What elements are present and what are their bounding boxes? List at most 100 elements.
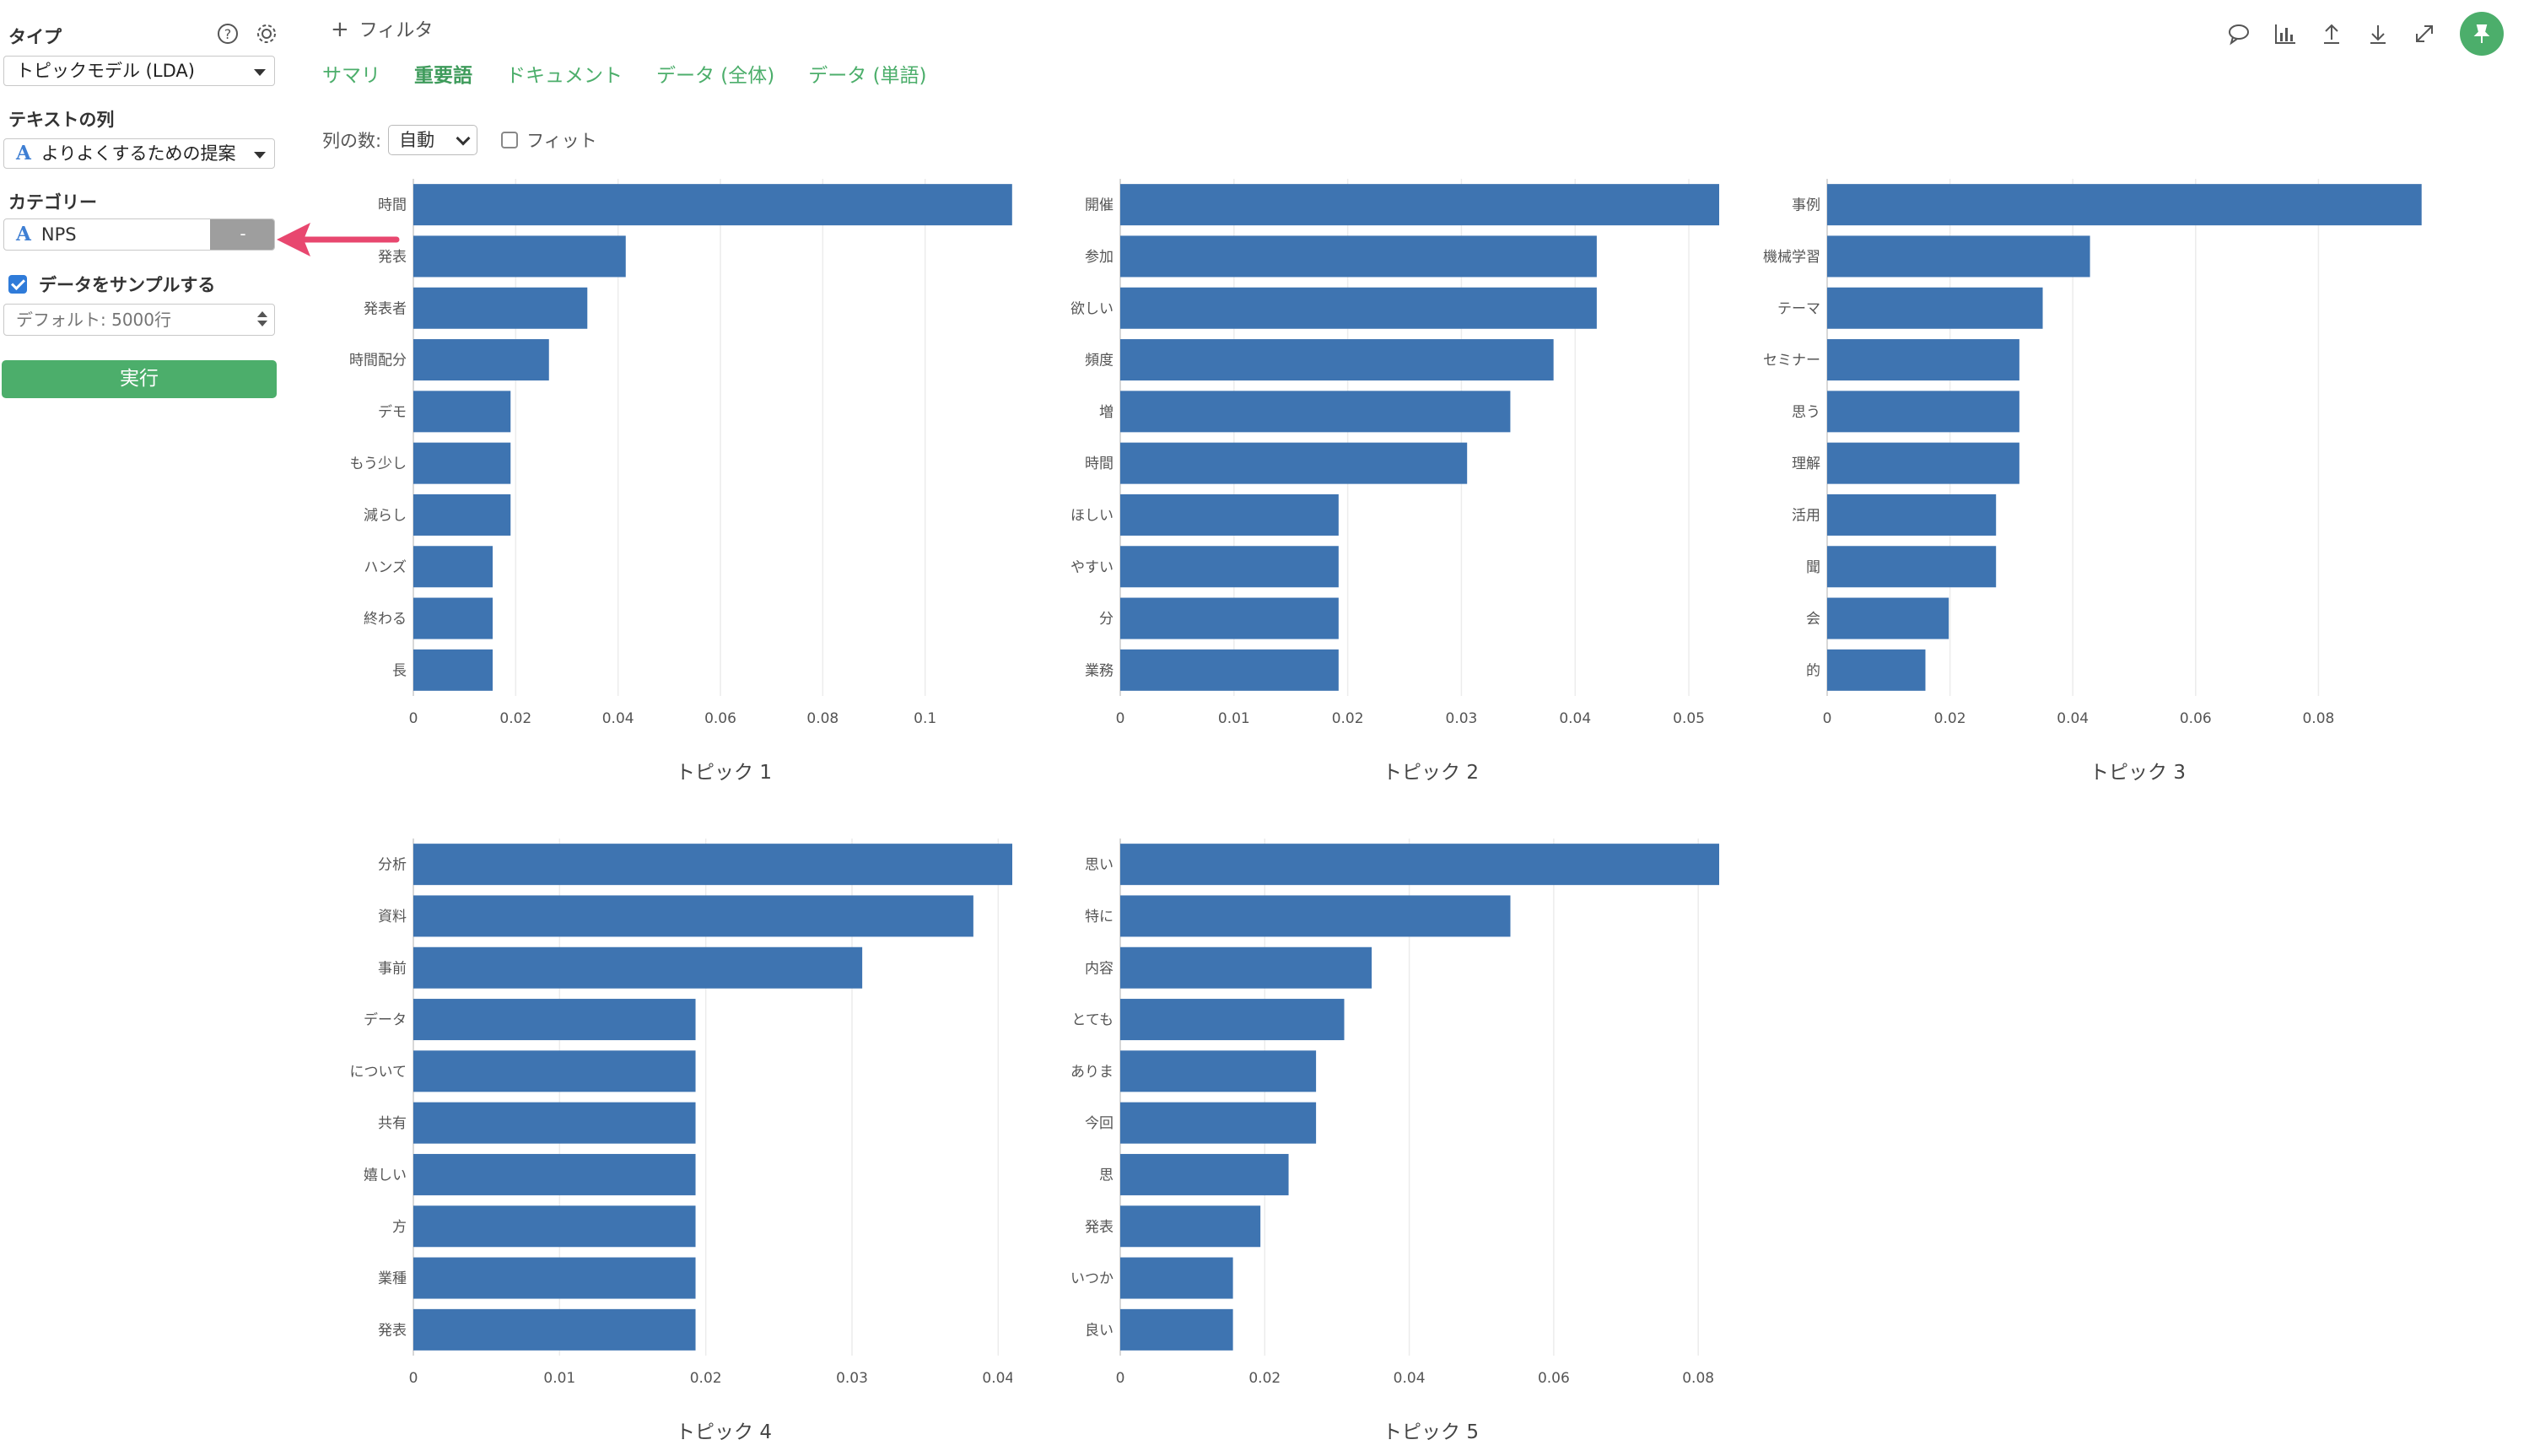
bar[interactable] (1120, 1102, 1317, 1144)
tab-data-all[interactable]: データ (全体) (656, 65, 775, 87)
category-label: ありま (1070, 1064, 1114, 1081)
bar[interactable] (413, 1153, 696, 1195)
bar[interactable] (1120, 946, 1372, 989)
text-type-icon: A (16, 142, 31, 164)
expand-icon[interactable] (2409, 19, 2440, 49)
comment-icon[interactable] (2224, 19, 2254, 49)
chart-title: トピック 4 (676, 1421, 772, 1443)
plus-icon: + (331, 17, 349, 42)
bar[interactable] (1827, 493, 1997, 536)
chart-title: トピック 3 (2090, 762, 2186, 784)
x-tick-label: 0.04 (602, 710, 634, 727)
bar[interactable] (1120, 391, 1511, 433)
bar[interactable] (1120, 235, 1597, 278)
bar[interactable] (1827, 597, 1949, 639)
bar[interactable] (1827, 287, 2043, 329)
category-select[interactable]: A NPS (4, 219, 210, 250)
sample-data-checkbox[interactable] (8, 275, 27, 294)
bar[interactable] (1120, 339, 1554, 381)
bar[interactable] (1120, 844, 1734, 886)
bar[interactable] (1120, 597, 1339, 639)
type-select[interactable]: トピックモデル (LDA) (3, 56, 275, 86)
gear-icon[interactable] (255, 22, 278, 46)
type-label: タイプ (8, 27, 62, 47)
bar[interactable] (413, 649, 493, 691)
category-label: 会 (1806, 611, 1820, 628)
category-remove-button[interactable]: - (210, 219, 274, 250)
bar[interactable] (413, 1102, 696, 1144)
bar[interactable] (413, 1257, 696, 1299)
bar[interactable] (413, 442, 511, 484)
bar[interactable] (1120, 895, 1511, 937)
bar[interactable] (413, 184, 1012, 226)
bar[interactable] (1120, 1257, 1233, 1299)
category-label: 頻度 (1085, 353, 1114, 369)
tab-documents[interactable]: ドキュメント (506, 65, 623, 87)
bar[interactable] (413, 1205, 696, 1248)
bar[interactable] (1120, 184, 1727, 226)
chart-icon[interactable] (2270, 19, 2300, 49)
bar[interactable] (413, 339, 549, 381)
bar[interactable] (413, 946, 863, 989)
bar[interactable] (1120, 546, 1339, 588)
bar[interactable] (413, 287, 588, 329)
help-icon[interactable]: ? (216, 22, 240, 46)
bar[interactable] (413, 1050, 696, 1092)
bar[interactable] (1120, 649, 1339, 691)
pin-icon[interactable] (2460, 12, 2504, 56)
bar[interactable] (413, 999, 696, 1041)
topic-2-chart: 0 0.01 0.02 0.03 0.04 0.05 開催 参加 欲しい 頻度増時間 ほしい やすい分… (1027, 169, 1727, 796)
bar[interactable] (413, 546, 493, 588)
bar[interactable] (413, 391, 511, 433)
download-icon[interactable] (2363, 19, 2393, 49)
sample-size-input[interactable] (4, 305, 237, 335)
tab-summary[interactable]: サマリ (322, 65, 380, 87)
run-button[interactable]: 実行 (2, 360, 277, 398)
bar[interactable] (1827, 339, 2019, 381)
tab-data-words[interactable]: データ (単語) (808, 65, 927, 87)
bar[interactable] (1827, 184, 2422, 226)
bar[interactable] (1120, 1308, 1233, 1351)
category-label: 発表 (378, 1322, 407, 1339)
x-tick-label: 0.02 (1332, 710, 1364, 727)
bar[interactable] (413, 844, 1029, 886)
column-count-select[interactable]: 自動 (388, 125, 478, 155)
bar[interactable] (1827, 546, 1997, 588)
bar[interactable] (1120, 1050, 1317, 1092)
x-tick-label: 0.02 (1248, 1370, 1281, 1387)
category-label: 発表 (1085, 1219, 1114, 1236)
text-column-select[interactable]: A よりよくするための提案 (3, 138, 275, 169)
settings-sidebar: タイプ ? トピックモデル (LDA) テキストの列 A よりよくするための提案 … (0, 0, 400, 1446)
bar[interactable] (1120, 1205, 1261, 1248)
upload-icon[interactable] (2316, 19, 2347, 49)
bar[interactable] (413, 1308, 696, 1351)
category-label: 終わる (364, 611, 407, 628)
category-label: 事前 (378, 960, 407, 977)
bar[interactable] (1827, 442, 2019, 484)
category-label: 思う (1792, 404, 1820, 421)
category-label: 増 (1099, 404, 1114, 421)
bar[interactable] (1827, 235, 2090, 278)
bar-chart-svg: 0 0.01 0.02 0.03 0.04 0.05 開催参加欲しい頻度増時間ほしいやすい分… (1070, 179, 1727, 784)
bar[interactable] (1827, 649, 1926, 691)
add-filter-button[interactable]: + フィルタ (331, 15, 433, 42)
bar[interactable] (413, 235, 626, 278)
bar[interactable] (1120, 287, 1597, 329)
sample-data-label: データをサンプルする (39, 275, 216, 295)
bar[interactable] (413, 895, 973, 937)
x-tick-label: 0.06 (2180, 710, 2212, 727)
category-label: カテゴリー (8, 192, 97, 213)
bar[interactable] (413, 597, 493, 639)
fit-checkbox[interactable] (501, 132, 519, 148)
bar-chart-svg: 00.020.040.060.080.1事例機械学習テーマセミナー思う理解活用聞… (1763, 179, 2453, 784)
bar[interactable] (1120, 442, 1468, 484)
category-label: 今回 (1085, 1115, 1114, 1132)
annotation-arrow-icon (277, 223, 400, 256)
bar[interactable] (1827, 391, 2019, 433)
bar[interactable] (1120, 493, 1339, 536)
tab-important-words[interactable]: 重要語 (414, 65, 472, 87)
bar[interactable] (1120, 1153, 1289, 1195)
bar[interactable] (1120, 999, 1345, 1041)
filter-label: フィルタ (359, 20, 434, 41)
bar[interactable] (413, 493, 511, 536)
